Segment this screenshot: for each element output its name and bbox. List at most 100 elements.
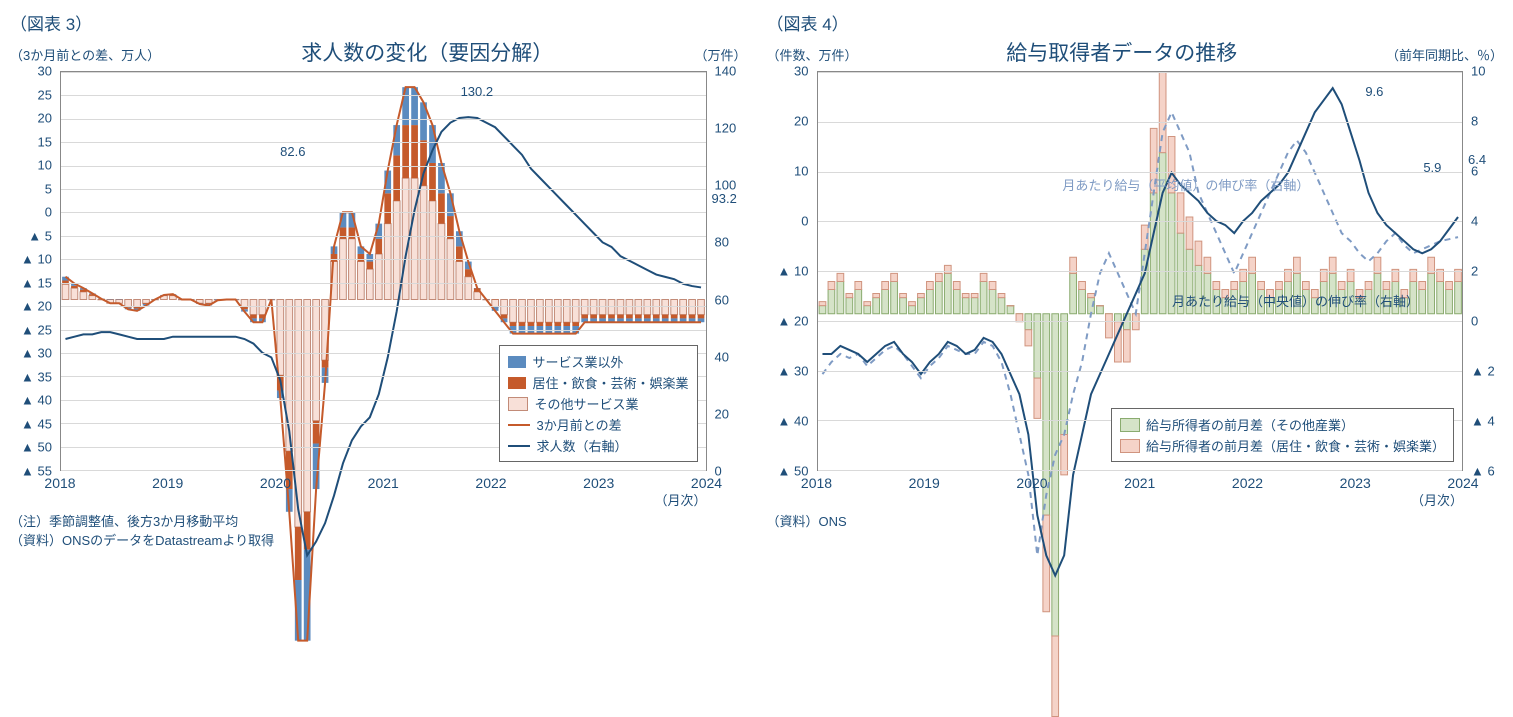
y-right-tick: 4	[1471, 214, 1478, 229]
annotation: 9.6	[1365, 84, 1383, 99]
bar	[340, 239, 347, 300]
y-left-tick: 0	[801, 214, 808, 229]
gridline	[61, 259, 706, 260]
bar	[528, 299, 535, 322]
chart4-panel: （図表 4） （件数、万件） 給与取得者データの推移 （前年同期比、％） 給与所…	[767, 10, 1504, 549]
y-right-tick: 8	[1471, 114, 1478, 129]
annotation: 月あたり給与（平均値）の伸び率（右軸）	[1062, 175, 1309, 194]
legend-item: 給与所得者の前月差（その他産業）	[1120, 415, 1445, 434]
bar	[917, 298, 924, 314]
chart3-xlabel: （月次）	[654, 490, 706, 509]
bar	[953, 290, 960, 314]
bar	[644, 315, 651, 319]
bar	[402, 178, 409, 299]
y-right-tick: 60	[715, 292, 729, 307]
bar	[89, 296, 96, 300]
x-tick: 2024	[1447, 475, 1478, 491]
bar	[998, 294, 1005, 298]
bar	[1096, 306, 1103, 314]
bar	[837, 273, 844, 281]
bar	[1436, 281, 1443, 313]
gridline	[61, 212, 706, 213]
bar	[71, 288, 78, 299]
y-left-tick: ▲ 40	[21, 393, 52, 408]
y-left-tick: ▲ 45	[21, 416, 52, 431]
bar	[438, 193, 445, 223]
bar	[1212, 281, 1219, 289]
legend-item: 給与所得者の前月差（居住・飲食・芸術・娯楽業）	[1120, 436, 1445, 455]
bar	[366, 269, 373, 299]
bar	[837, 281, 844, 313]
chart3-panel: （図表 3） （3か月前との差、万人） 求人数の変化（要因分解） （万件） サー…	[10, 10, 747, 549]
annotation: 月あたり給与（中央値）の伸び率（右軸）	[1172, 291, 1419, 310]
y-left-tick: 5	[45, 181, 52, 196]
gridline	[818, 72, 1463, 73]
gridline	[818, 221, 1463, 222]
gridline	[61, 95, 706, 96]
legend-label: 求人数（右軸）	[536, 436, 627, 455]
bar	[1033, 378, 1040, 418]
bar	[926, 290, 933, 314]
bar	[554, 322, 561, 326]
y-right-tick: ▲ 4	[1471, 414, 1495, 429]
bar	[1275, 281, 1282, 289]
bar	[971, 298, 978, 314]
y-left-tick: 10	[794, 164, 808, 179]
y-left-tick: ▲ 20	[778, 314, 809, 329]
bar	[819, 306, 826, 314]
y-left-tick: ▲ 25	[21, 322, 52, 337]
bar	[358, 262, 365, 300]
y-left-tick: 0	[45, 205, 52, 220]
gridline	[61, 166, 706, 167]
chart3-yleft-label: （3か月前との差、万人）	[10, 45, 160, 64]
y-right-tick: 6	[1471, 164, 1478, 179]
bar	[908, 306, 915, 314]
y-left-tick: 20	[38, 111, 52, 126]
chart4-yright-label: （前年同期比、％）	[1386, 45, 1503, 64]
bar	[1338, 281, 1345, 289]
x-tick: 2023	[583, 475, 614, 491]
bar	[545, 322, 552, 326]
y-left-tick: 15	[38, 134, 52, 149]
gridline	[61, 189, 706, 190]
chart3-title: 求人数の変化（要因分解）	[160, 37, 694, 67]
x-tick: 2018	[44, 475, 75, 491]
x-tick: 2023	[1340, 475, 1371, 491]
bar	[854, 281, 861, 289]
bar	[71, 286, 78, 288]
bar	[617, 315, 624, 319]
bar	[863, 306, 870, 314]
y-right-tick: 20	[715, 406, 729, 421]
bar	[828, 290, 835, 314]
bar	[608, 315, 615, 319]
legend-label: 給与所得者の前月差（その他産業）	[1146, 415, 1354, 434]
legend-swatch	[1120, 418, 1140, 432]
legend-swatch	[508, 397, 528, 411]
legend-line	[508, 424, 530, 426]
legend-swatch	[508, 356, 526, 368]
bar	[828, 281, 835, 289]
gridline	[818, 321, 1463, 322]
bar	[872, 294, 879, 298]
bar	[1257, 281, 1264, 289]
y-left-tick: ▲ 40	[778, 414, 809, 429]
chart4-title: 給与取得者データの推移	[858, 37, 1386, 67]
bar	[590, 315, 597, 319]
chart3-legend: サービス業以外居住・飲食・芸術・娯楽業その他サービス業3か月前との差求人数（右軸…	[499, 345, 697, 462]
bar	[563, 299, 570, 322]
bar	[698, 315, 705, 319]
bar	[572, 299, 579, 322]
bar	[1051, 314, 1058, 636]
bar	[80, 292, 87, 300]
bar	[402, 125, 409, 178]
legend-item: 求人数（右軸）	[508, 436, 688, 455]
bar	[554, 299, 561, 322]
bar	[429, 163, 436, 201]
y-right-tick: 0	[1471, 314, 1478, 329]
chart4-yleft-label: （件数、万件）	[767, 45, 858, 64]
bar	[358, 254, 365, 262]
bar	[143, 299, 150, 303]
legend-label: その他サービス業	[534, 394, 638, 413]
bar	[980, 281, 987, 313]
bar	[962, 294, 969, 298]
